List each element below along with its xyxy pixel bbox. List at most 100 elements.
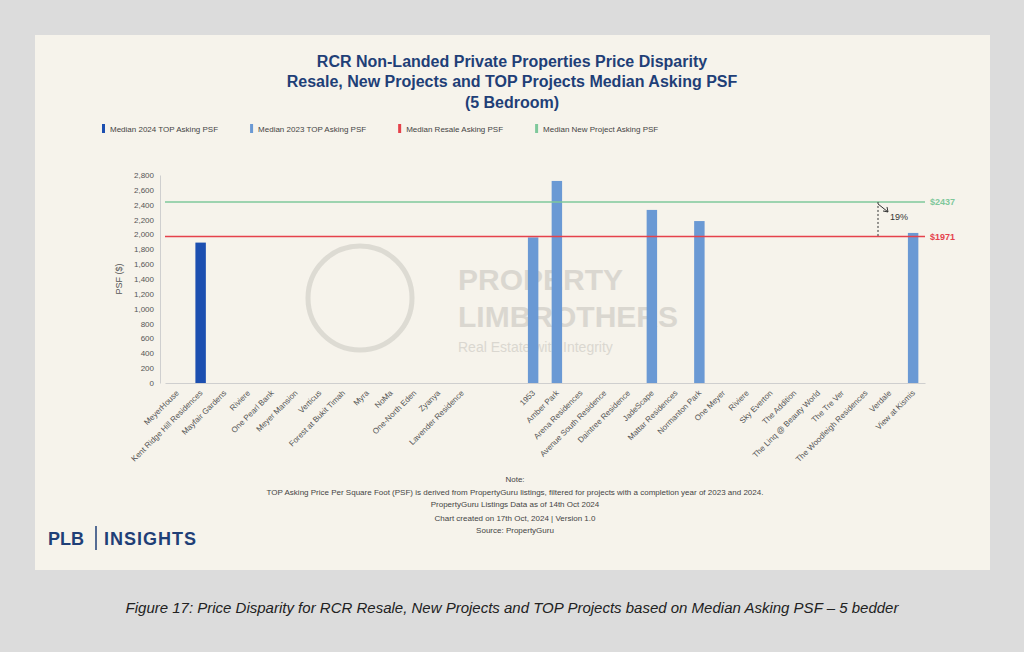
- y-tick-label: 1,800: [134, 245, 155, 254]
- note: TOP Asking Price Per Square Foot (PSF) i…: [267, 488, 764, 497]
- reference-label: $2437: [930, 197, 955, 207]
- caption: Figure 17: Price Disparity for RCR Resal…: [126, 599, 900, 616]
- y-tick-label: 2,400: [134, 201, 155, 210]
- x-tick-label: Myra: [352, 388, 371, 407]
- panel-background: [35, 35, 990, 570]
- x-tick-label: One Meyer: [693, 388, 728, 423]
- x-tick: One-North Eden: [371, 383, 419, 436]
- legend-label: Median Resale Asking PSF: [406, 125, 503, 134]
- y-tick: 1,200: [134, 290, 160, 299]
- reference-label: $1971: [930, 232, 955, 242]
- x-tick-label: Forest at Bukit Timah: [287, 389, 347, 449]
- x-tick: One Meyer: [693, 383, 728, 423]
- y-tick: 2,000: [134, 230, 160, 239]
- x-axis: MeyerHouseKent Ridge Hill ResidencesMayf…: [130, 383, 926, 464]
- legend-label: Median 2023 TOP Asking PSF: [258, 125, 366, 134]
- legend-swatch: [102, 124, 105, 133]
- y-tick-label: 2,000: [134, 230, 155, 239]
- chart-root: RCR Non-Landed Private Properties Price …: [0, 0, 1024, 652]
- reference-line: [165, 236, 925, 238]
- x-tick: Forest at Bukit Timah: [287, 383, 347, 448]
- x-tick-label: View at Kismis: [874, 389, 917, 432]
- y-tick: 0: [150, 379, 160, 388]
- chart-title: Resale, New Projects and TOP Projects Me…: [287, 73, 738, 90]
- y-tick-label: 200: [141, 364, 155, 373]
- y-tick-label: 1,400: [134, 275, 155, 284]
- annotation-text: 19%: [890, 212, 908, 222]
- bars: [195, 181, 918, 383]
- watermark-text: PROPERTY: [458, 263, 623, 296]
- x-tick: Normanton Park: [656, 383, 704, 436]
- x-tick: Lavender Residence: [408, 383, 467, 447]
- x-tick: One Pearl Bank: [230, 383, 277, 435]
- y-tick: 2,600: [134, 186, 160, 195]
- legend-label: Median 2024 TOP Asking PSF: [110, 125, 218, 134]
- y-tick-label: 400: [141, 349, 155, 358]
- bar: [552, 181, 562, 383]
- y-tick: 600: [141, 334, 160, 343]
- y-tick-label: 800: [141, 320, 155, 329]
- watermark-logo: [308, 246, 412, 350]
- logo-separator: [95, 526, 97, 550]
- x-tick-label: Meyer Mansion: [255, 389, 300, 434]
- y-tick-label: 2,800: [134, 171, 155, 180]
- bar: [195, 243, 205, 383]
- y-tick: 400: [141, 349, 160, 358]
- x-tick-label: Lavender Residence: [408, 388, 467, 447]
- note: Source: PropertyGuru: [476, 526, 554, 535]
- y-tick: 1,800: [134, 245, 160, 254]
- reference-lines: [165, 202, 925, 237]
- annotation-bracket: [878, 202, 879, 237]
- note: Note:: [505, 475, 524, 484]
- y-tick: 2,400: [134, 201, 160, 210]
- logo-text: PLB: [48, 529, 84, 549]
- bar: [528, 237, 538, 383]
- x-tick: The Woodleigh Residences: [794, 383, 869, 464]
- x-tick: Mayfair Gardens: [180, 383, 228, 437]
- bar: [908, 233, 918, 383]
- page-background: [0, 0, 1024, 652]
- x-tick: Meyer Mansion: [255, 383, 300, 434]
- y-tick: 800: [141, 320, 160, 329]
- x-tick-label: Mayfair Gardens: [180, 389, 228, 437]
- annotation-arrow: [878, 204, 888, 212]
- x-tick: View at Kismis: [874, 383, 917, 432]
- y-axis-line: [160, 176, 161, 384]
- y-tick: 1,400: [134, 275, 160, 284]
- bar: [694, 221, 704, 383]
- y-tick-label: 0: [150, 379, 155, 388]
- x-tick-label: NoMa: [373, 388, 395, 410]
- y-tick: 2,200: [134, 216, 160, 225]
- reference-line: [165, 201, 925, 203]
- y-tick: 200: [141, 364, 160, 373]
- legend-label: Median New Project Asking PSF: [543, 125, 658, 134]
- x-tick-label: 1953: [518, 388, 537, 407]
- x-tick: NoMa: [373, 383, 395, 410]
- watermark: PROPERTYLIMBROTHERSReal Estate with Inte…: [308, 246, 678, 355]
- note: PropertyGuru Listings Data as of 14th Oc…: [431, 500, 600, 509]
- logo-text: INSIGHTS: [104, 529, 197, 549]
- x-tick-label: One-North Eden: [371, 389, 419, 437]
- legend: Median 2024 TOP Asking PSF Median 2023 TO…: [102, 124, 658, 134]
- y-tick: 2,800: [134, 171, 160, 180]
- chart-title: (5 Bedroom): [465, 94, 559, 111]
- y-tick: 1,000: [134, 305, 160, 314]
- y-tick-label: 2,600: [134, 186, 155, 195]
- y-axis-title: PSF ($): [114, 263, 124, 294]
- x-tick: 1953: [518, 383, 537, 408]
- x-axis-line: [166, 383, 926, 384]
- y-tick-label: 2,200: [134, 216, 155, 225]
- note: Chart created on 17th Oct, 2024 | Versio…: [435, 514, 596, 523]
- y-axis: 0 200 400 600 800 1,000 1,200 1,400 1,600 1,800 2,…: [134, 171, 161, 388]
- x-tick-label: The Woodleigh Residences: [794, 389, 869, 464]
- y-tick-label: 600: [141, 334, 155, 343]
- y-tick-label: 1,600: [134, 260, 155, 269]
- legend-swatch: [398, 124, 401, 133]
- watermark-text: LIMBROTHERS: [458, 300, 678, 333]
- x-tick: Mattar Residences: [626, 383, 680, 442]
- legend-swatch: [250, 124, 253, 133]
- x-tick: Myra: [352, 383, 371, 408]
- y-tick-label: 1,200: [134, 290, 155, 299]
- legend-swatch: [535, 124, 538, 133]
- y-tick: 1,600: [134, 260, 160, 269]
